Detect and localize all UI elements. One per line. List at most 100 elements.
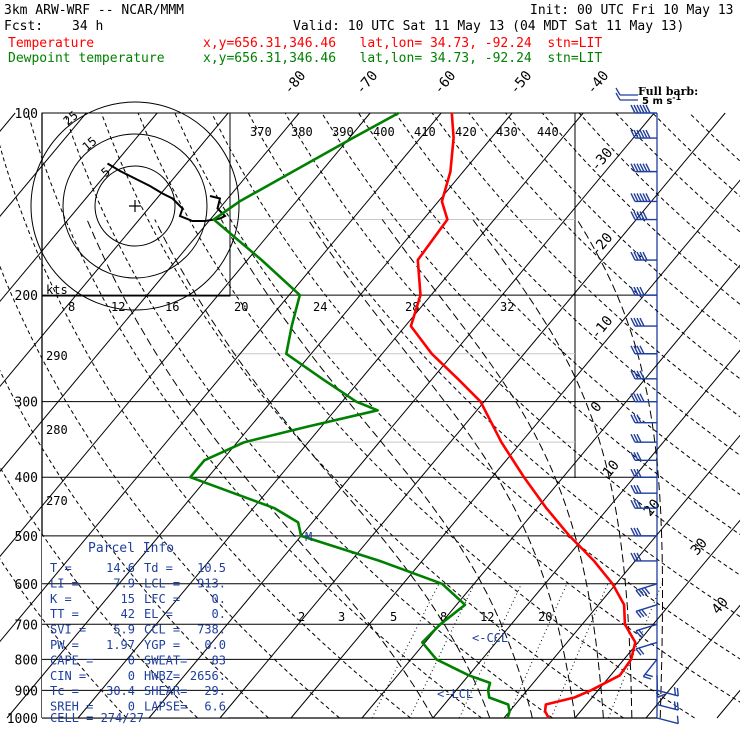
pressure-label: 700 [15,618,38,633]
dry-adiabat-line [284,112,740,576]
isotherm-label: -80 [281,68,310,98]
wind-barb-shaft [630,370,657,380]
mixing-ratio-label: 8 [440,610,447,624]
pressure-label: 1000 [7,712,38,727]
wind-barb [630,527,657,537]
mixing-ratio-line [458,583,522,719]
parcel-value: 0. [212,592,226,606]
barb-legend: Full barb: 5 m s-1 [615,85,698,107]
dry-adiabat-line [0,466,198,719]
isotherm-label: 40 [709,594,732,617]
pressure-label: 200 [15,289,38,304]
wind-barb-shaft [630,414,657,424]
wind-barb-shaft [630,552,657,562]
dry-adiabat-line [505,112,740,342]
parcel-value: 14.6 [106,561,135,575]
pressure-label: 400 [15,471,38,486]
wind-barb [630,104,657,114]
parcel-value: 1.97 [106,638,135,652]
hodograph-center [129,200,141,212]
m-marker: M [305,530,312,544]
wind-barb-shaft [630,499,657,509]
parcel-label: CAPE = [50,653,93,667]
model-title: 3km ARW-WRF -- NCAR/MMM [4,3,185,18]
dry-adiabat-line [394,112,740,456]
parcel-label: SHEAR= [144,684,187,698]
wind-barb [630,211,657,221]
dry-adiabat-line [27,112,482,719]
wind-barb-shaft [656,675,666,698]
parcel-value: 42 [121,607,135,621]
isotherm-line [645,604,740,719]
isotherm-line [77,112,584,719]
wind-barb [656,687,679,697]
dry-adiabat-line [358,112,740,496]
mixing-ratio-label: 32 [500,300,514,314]
wind-barb-shaft [630,286,657,296]
pressure-label: 500 [15,530,38,545]
wind-barb [635,641,658,656]
mixing-ratio-label: 20 [234,300,248,314]
wind-barb [635,583,658,597]
dry-adiabat-line [321,112,740,536]
theta-e-label: 430 [496,125,518,139]
parcel-label: CCL = [144,623,180,637]
wind-barb [630,370,657,380]
forecast-hour: 34 h [72,19,104,34]
parcel-value: 15 [121,592,135,606]
barb-legend-icon [615,87,638,101]
wind-barb [656,675,666,698]
dry-adiabat-line [541,112,740,305]
dry-adiabat-line [0,144,411,719]
hodograph-ring-label: 15 [80,134,100,154]
hodograph-ring [62,133,208,279]
wind-barb [630,414,657,424]
wind-barb [656,701,679,711]
dry-adiabat-line [652,112,740,197]
pressure-label: 900 [15,684,38,699]
dry-adiabat-line [211,112,740,660]
dry-adiabat-line [0,265,340,719]
wind-barb [630,552,657,562]
theta-e-label: 370 [250,125,272,139]
isotherm-label: -70 [353,68,382,98]
mixing-ratio-label: 12 [111,300,125,314]
theta-e-label: 390 [332,125,354,139]
mixing-ratio-label: 12 [480,610,494,624]
wind-barb-shaft [630,393,657,403]
wind-barb-shaft [630,527,657,537]
hodograph-ring [30,101,240,311]
sounding-profiles [189,111,637,719]
wind-barb [630,317,657,327]
wind-barb [630,193,657,203]
isotherm-line [0,112,87,217]
theta-label: 270 [46,494,68,508]
mixing-ratio-line [371,583,440,719]
wind-barb-shaft [630,211,657,221]
dry-adiabat-line [578,112,740,269]
theta-label: 290 [46,349,68,363]
dry-adiabat-line [688,112,740,162]
isotherm-line [290,179,740,719]
wind-barbs [630,104,679,725]
isotherm-line [361,264,740,719]
isotherm-label: 30 [688,535,711,558]
hodograph-ring [94,165,176,247]
wind-barb-shaft [656,715,679,725]
mixing-ratio-label: 5 [390,610,397,624]
moist-adiabat-line [381,219,604,719]
wind-barb-shaft [630,193,657,203]
dry-adiabat-line [247,112,740,618]
wind-barb [630,163,657,173]
barb-legend-exponent: -1 [672,93,681,102]
lcl-marker: <-LCL [437,687,473,701]
wind-barb [630,345,657,355]
parcel-label: SVI = [50,623,86,637]
wind-barb [642,658,658,680]
dry-adiabat-line [0,558,127,719]
hodograph-ring-label: 25 [61,108,81,128]
parcel-value: 738. [197,623,226,637]
wind-barb-shaft [635,583,658,597]
temperature-profile [409,112,637,719]
parcel-info-panel: Parcel Info CELL = 274/27 T = 14.6 Td = 10.… [50,541,226,725]
